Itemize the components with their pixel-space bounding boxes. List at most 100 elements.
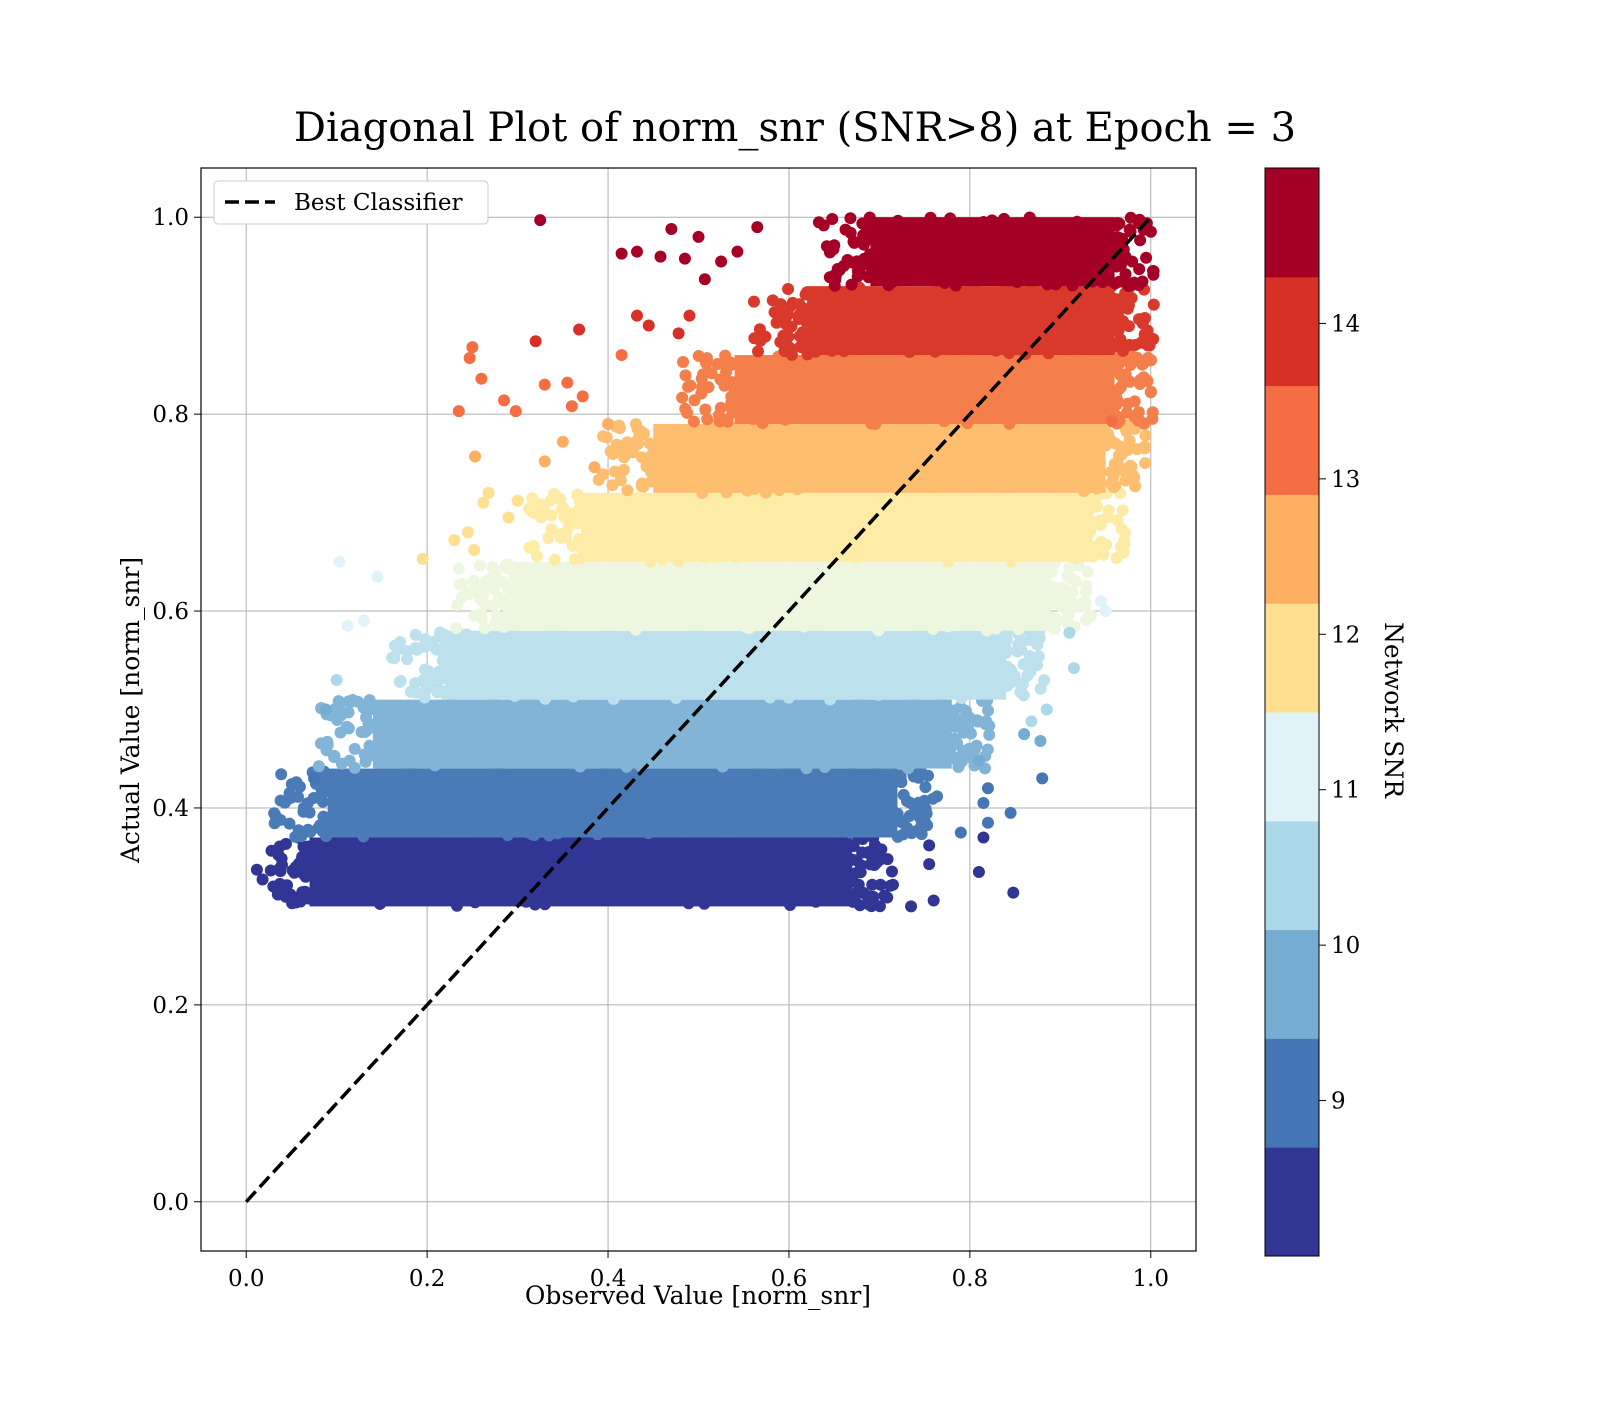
scatter-point (1062, 609, 1075, 622)
scatter-point (409, 641, 422, 654)
scatter-point (747, 295, 760, 308)
scatter-point (565, 400, 578, 413)
scatter-point (1011, 276, 1024, 289)
scatter-point (990, 622, 1003, 635)
plot-area-frame (200, 167, 1197, 1252)
scatter-point (1081, 565, 1094, 578)
scatter-point (463, 352, 476, 365)
scatter-point (441, 835, 454, 848)
scatter-point (591, 828, 604, 841)
scatter-bands (250, 211, 1160, 913)
scatter-point (989, 344, 1002, 357)
scatter-point (468, 544, 481, 557)
scatter-point (466, 341, 479, 354)
scatter-point (320, 744, 333, 757)
scatter-point (1139, 327, 1152, 340)
scatter-point (574, 760, 587, 773)
scatter-point (500, 593, 513, 606)
scatter-point (1105, 415, 1118, 428)
scatter-point (273, 840, 286, 853)
y-axis-label: Actual Value [norm_snr] (116, 557, 145, 864)
scatter-point (1099, 605, 1112, 618)
scatter-point (620, 760, 633, 773)
scatter-point (1081, 537, 1094, 550)
scatter-point (1034, 735, 1047, 748)
scatter-point (1045, 565, 1058, 578)
scatter-point (716, 760, 729, 773)
scatter-point (751, 221, 764, 234)
scatter-point (539, 692, 552, 705)
scatter-point (538, 455, 551, 468)
scatter-point (268, 817, 281, 830)
scatter-points (294, 214, 1118, 913)
scatter-point (534, 214, 547, 227)
scatter-point (357, 701, 370, 714)
scatter-point (698, 273, 711, 286)
scatter-point (1003, 347, 1016, 360)
scatter-point (1021, 669, 1034, 682)
scatter-point (386, 651, 399, 664)
scatter-point (944, 212, 957, 225)
scatter-point (250, 863, 263, 876)
scatter-point (934, 696, 947, 709)
scatter-point (812, 216, 825, 229)
scatter-point (557, 501, 570, 514)
scatter-point (927, 622, 940, 635)
scatter-point (851, 270, 864, 283)
scatter-point (576, 390, 589, 403)
scatter-point (428, 759, 441, 772)
scatter-point (654, 250, 667, 263)
scatter-point (410, 686, 423, 699)
scatter-point (371, 570, 384, 583)
scatter-point (357, 614, 370, 627)
scatter-point (359, 755, 372, 768)
scatter-point (764, 691, 777, 704)
scatter-point (714, 401, 727, 414)
scatter-point (363, 739, 376, 752)
scatter-point (469, 896, 482, 909)
scatter-point (1109, 277, 1122, 290)
scatter-point (1042, 347, 1055, 360)
band-core (580, 492, 1088, 562)
scatter-point (1063, 626, 1076, 639)
scatter-point (980, 624, 993, 637)
scatter-point (1125, 291, 1138, 304)
colorbar-tick-label: 14 (1331, 311, 1360, 337)
scatter-point (1082, 549, 1095, 562)
scatter-point (357, 830, 370, 843)
scatter-point (640, 460, 653, 473)
scatter-point (297, 801, 310, 814)
scatter-point (642, 827, 655, 840)
scatter-point (759, 486, 772, 499)
scatter-point (833, 264, 846, 277)
scatter-point (348, 742, 361, 755)
scatter-point (1121, 302, 1134, 315)
legend-label: Best Classifier (294, 190, 462, 216)
scatter-point (333, 555, 346, 568)
scatter-point (771, 628, 784, 641)
scatter-point (695, 387, 708, 400)
scatter-point (905, 827, 918, 840)
x-tick-label: 1.0 (1132, 1266, 1169, 1292)
scatter-point (922, 769, 935, 782)
scatter-point (1133, 313, 1146, 326)
scatter-point (949, 279, 962, 292)
scatter-point (905, 900, 918, 913)
scatter-point (874, 878, 887, 891)
scatter-point (789, 422, 802, 435)
band-core (445, 630, 1007, 700)
scatter-point (1040, 703, 1053, 716)
scatter-point (687, 415, 700, 428)
scatter-point (938, 277, 951, 290)
scatter-point (531, 550, 544, 563)
scatter-point (1012, 623, 1025, 636)
scatter-point (268, 807, 281, 820)
scatter-point (293, 780, 306, 793)
scatter-point (747, 413, 760, 426)
scatter-point (1068, 552, 1081, 565)
colorbar-segment (1265, 712, 1319, 822)
scatter-point (1011, 645, 1024, 658)
scatter-point (283, 817, 296, 830)
scatter-point (864, 215, 877, 228)
